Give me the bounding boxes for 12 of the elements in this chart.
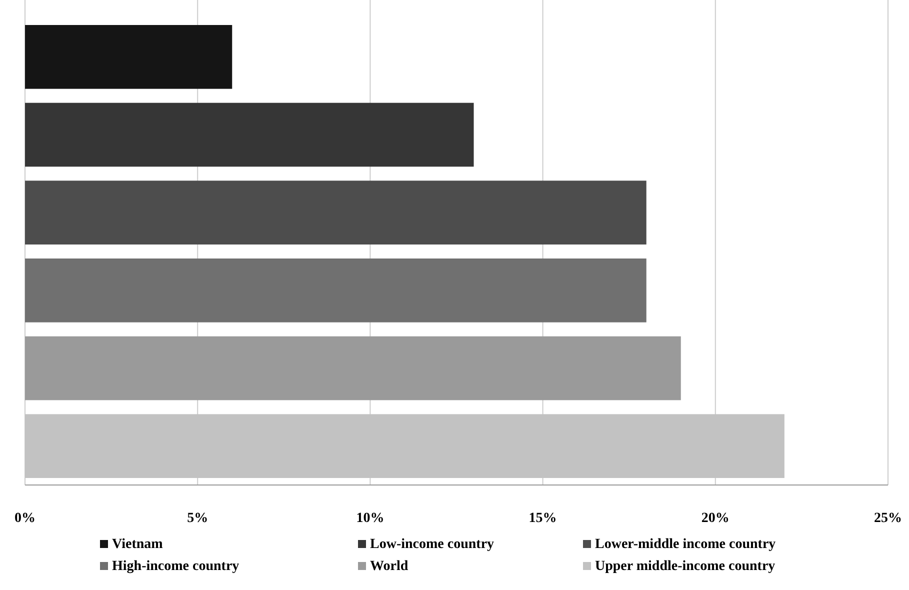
legend-label: Low-income country (370, 537, 494, 552)
legend-label: Vietnam (112, 537, 164, 552)
x-tick-label: 5% (187, 511, 208, 526)
x-tick-label: 10% (356, 511, 384, 526)
x-tick-label: 15% (528, 511, 557, 526)
legend-label: World (370, 559, 408, 574)
legend-label: Lower-middle income country (595, 537, 776, 552)
x-tick-label: 25% (874, 511, 902, 526)
x-tick-label: 0% (14, 511, 36, 526)
legend-label: Upper middle-income country (595, 559, 776, 574)
x-tick-label: 20% (701, 511, 730, 526)
legend-label: High-income country (112, 559, 240, 574)
